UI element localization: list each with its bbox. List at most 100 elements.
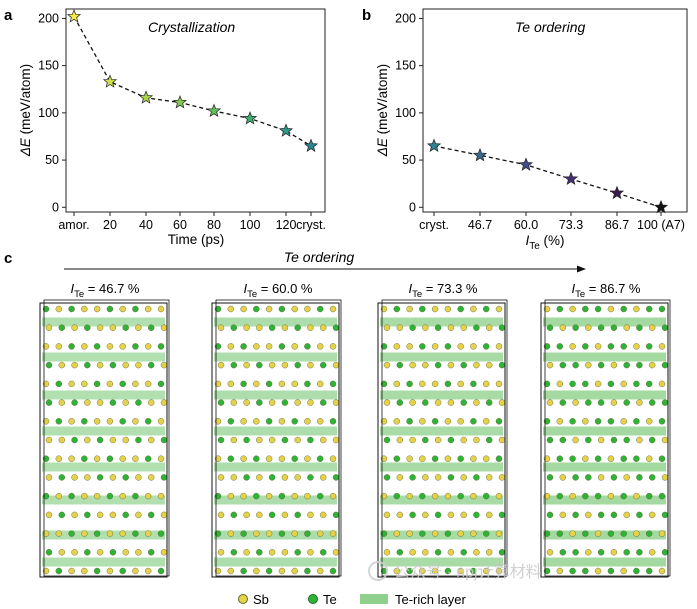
sb-atom bbox=[307, 361, 314, 369]
te-atom bbox=[569, 380, 576, 388]
te-rich-layer-band bbox=[380, 390, 503, 400]
sb-atom bbox=[253, 567, 260, 575]
y-tick-label: 50 bbox=[45, 153, 59, 167]
sb-atom bbox=[217, 549, 225, 556]
data-point-star bbox=[609, 185, 625, 200]
te-atom bbox=[122, 474, 129, 481]
sb-atom bbox=[119, 305, 126, 313]
sb-atom bbox=[265, 305, 273, 313]
sb-atom bbox=[144, 305, 152, 313]
sb-atom bbox=[230, 399, 238, 406]
sb-atom bbox=[396, 436, 403, 444]
te-atom bbox=[470, 380, 477, 388]
sb-atom bbox=[132, 380, 139, 388]
sb-atom bbox=[147, 399, 155, 406]
sb-atom bbox=[470, 455, 477, 462]
sb-atom bbox=[543, 492, 551, 500]
sb-atom bbox=[253, 418, 260, 425]
sb-atom bbox=[135, 474, 142, 481]
sb-atom bbox=[419, 567, 426, 575]
sb-atom bbox=[281, 324, 289, 331]
sb-atom bbox=[294, 474, 301, 481]
sb-atom bbox=[304, 492, 311, 500]
te-atom bbox=[636, 474, 643, 481]
sb-atom bbox=[42, 530, 50, 537]
sb-atom bbox=[329, 343, 337, 350]
te-atom bbox=[96, 436, 104, 444]
sb-atom bbox=[84, 399, 91, 406]
te-atom bbox=[422, 436, 429, 444]
sb-atom bbox=[633, 305, 640, 313]
te-atom bbox=[227, 418, 235, 425]
te-atom bbox=[431, 418, 439, 425]
te-atom bbox=[68, 305, 75, 313]
data-point-star bbox=[563, 171, 579, 185]
sb-atom bbox=[144, 567, 152, 575]
y-tick-label: 50 bbox=[402, 153, 416, 167]
sb-atom bbox=[217, 361, 225, 369]
te-atom bbox=[396, 399, 403, 406]
te-atom bbox=[483, 343, 490, 350]
sb-atom bbox=[281, 474, 289, 481]
sb-atom bbox=[332, 399, 340, 406]
te-atom bbox=[217, 399, 225, 406]
data-point-star bbox=[518, 157, 534, 171]
te-atom bbox=[470, 567, 477, 575]
sb-atom bbox=[320, 436, 327, 444]
te-atom bbox=[253, 492, 260, 500]
sb-atom bbox=[55, 455, 62, 462]
panel-c: c Te ordering ITe = 46.7 % ITe = 60.0 % … bbox=[4, 249, 671, 607]
sb-atom bbox=[291, 492, 298, 500]
te-atom bbox=[422, 399, 429, 406]
te-atom bbox=[93, 343, 101, 350]
sb-atom bbox=[431, 492, 439, 500]
te-atom bbox=[317, 305, 324, 313]
sb-atom bbox=[658, 343, 666, 350]
sb-atom bbox=[317, 567, 324, 575]
te-atom bbox=[658, 418, 666, 425]
sb-atom bbox=[396, 511, 403, 519]
te-atom bbox=[160, 436, 168, 444]
sb-atom bbox=[106, 380, 114, 388]
te-atom bbox=[582, 305, 589, 313]
data-point-star bbox=[242, 111, 258, 125]
sb-atom bbox=[383, 361, 391, 369]
sb-atom bbox=[486, 324, 493, 331]
te-atom bbox=[119, 380, 126, 388]
sb-atom bbox=[473, 399, 480, 406]
te-atom bbox=[278, 492, 286, 500]
te-atom bbox=[556, 305, 563, 313]
panel-letter-b: b bbox=[362, 7, 371, 24]
te-atom bbox=[45, 361, 53, 369]
sb-atom bbox=[42, 418, 50, 425]
sb-atom bbox=[106, 530, 114, 537]
y-tick-label: 200 bbox=[395, 11, 416, 25]
sb-atom bbox=[243, 399, 250, 406]
chart-title-b: Te ordering bbox=[515, 19, 586, 35]
te-atom bbox=[543, 343, 551, 350]
te-atom bbox=[649, 399, 656, 406]
te-atom bbox=[434, 324, 442, 331]
x-tick-label: amor. bbox=[58, 218, 89, 232]
te-atom bbox=[304, 380, 311, 388]
te-atom bbox=[396, 361, 403, 369]
te-atom bbox=[240, 567, 247, 575]
te-atom bbox=[483, 530, 490, 537]
data-point-star bbox=[303, 138, 319, 152]
sb-atom bbox=[406, 305, 413, 313]
series-line bbox=[433, 145, 662, 208]
te-atom bbox=[332, 511, 340, 519]
sb-atom bbox=[431, 380, 439, 388]
sb-atom bbox=[572, 436, 579, 444]
sb-atom bbox=[278, 567, 286, 575]
sb-atom bbox=[278, 418, 286, 425]
watermark-text: 公众号 · npj计算材料 bbox=[394, 562, 542, 581]
te-atom bbox=[119, 418, 126, 425]
te-rich-layer-band bbox=[380, 495, 503, 505]
sb-atom bbox=[633, 492, 640, 500]
legend-sb-label: Sb bbox=[253, 592, 269, 607]
sb-atom bbox=[585, 361, 592, 369]
sb-atom bbox=[81, 530, 88, 537]
te-atom bbox=[119, 567, 126, 575]
te-atom bbox=[556, 530, 563, 537]
